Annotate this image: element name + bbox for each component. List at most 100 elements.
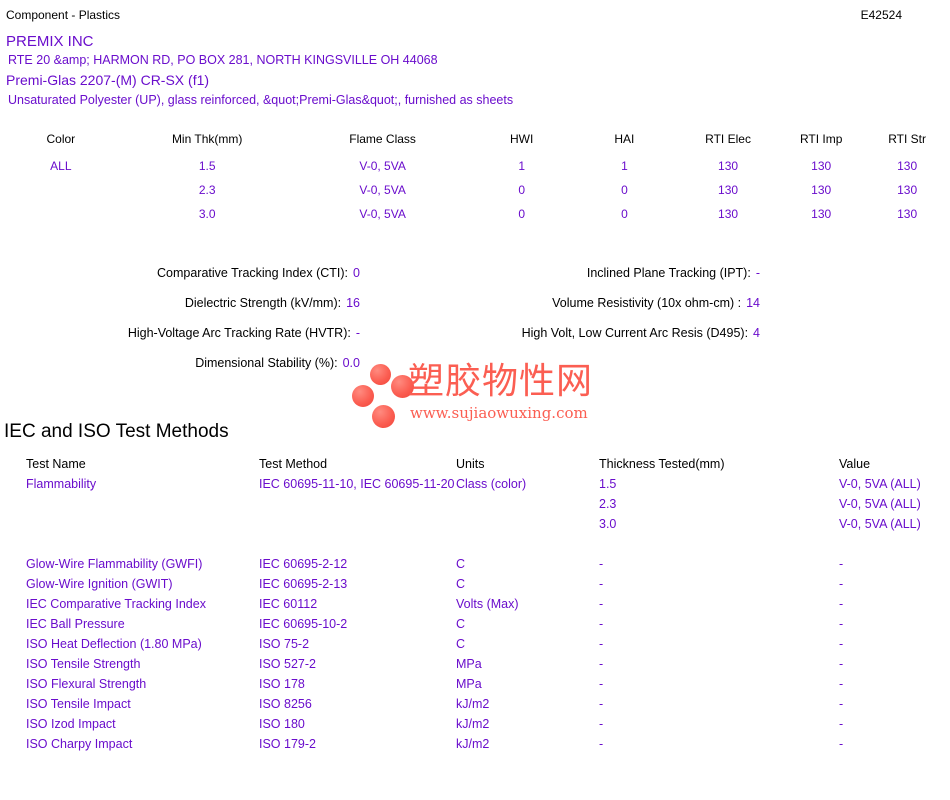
cell-units: Class (color)	[456, 477, 527, 491]
col-header-hwi: HWI	[510, 132, 534, 146]
cell-thk: 1.5	[198, 159, 216, 173]
col-header-flame: Flame Class	[349, 132, 416, 146]
cell-rti-str: 130	[897, 159, 918, 173]
table-row: IEC Ball Pressure IEC 60695-10-2 C - -	[0, 617, 950, 637]
cell-units: kJ/m2	[456, 697, 490, 711]
cell-rti-elec: 130	[718, 183, 739, 197]
cell-test-name[interactable]: ISO Izod Impact	[26, 717, 116, 731]
property-value: 0.0	[342, 356, 360, 370]
col-header-test-method: Test Method	[259, 457, 328, 471]
cell-test-method: ISO 179-2	[259, 737, 316, 751]
cell-value: V-0, 5VA (ALL)	[839, 517, 921, 531]
table-row: 2.3 V-0, 5VA (ALL)	[0, 497, 950, 517]
property-label: High Volt, Low Current Arc Resis (D495):	[521, 326, 749, 340]
cell-thickness: -	[599, 617, 604, 631]
section-title-iec-iso: IEC and ISO Test Methods	[4, 421, 229, 442]
col-header-min-thk: Min Thk(mm)	[171, 132, 243, 146]
cell-thickness: -	[599, 677, 604, 691]
property-dimensional-stability: Dimensional Stability (%): 0.0	[195, 356, 360, 370]
cell-test-method: ISO 8256	[259, 697, 312, 711]
cell-thickness: -	[599, 697, 604, 711]
cell-hai: 0	[621, 183, 628, 197]
table-row: ISO Tensile Impact ISO 8256 kJ/m2 - -	[0, 697, 950, 717]
cell-rti-imp: 130	[811, 159, 832, 173]
cell-test-method: IEC 60695-2-12	[259, 557, 348, 571]
company-name[interactable]: PREMIX INC	[6, 33, 94, 50]
col-header-units: Units	[456, 457, 485, 471]
cell-test-name[interactable]: ISO Heat Deflection (1.80 MPa)	[26, 637, 202, 651]
table-row: Glow-Wire Flammability (GWFI) IEC 60695-…	[0, 557, 950, 577]
cell-test-name[interactable]: ISO Tensile Impact	[26, 697, 131, 711]
property-label: Inclined Plane Tracking (IPT):	[586, 266, 751, 280]
watermark-dot-icon	[372, 405, 395, 428]
cell-test-method: IEC 60695-11-10, IEC 60695-11-20	[259, 477, 455, 491]
col-header-rti-imp: RTI Imp	[799, 132, 843, 146]
cell-units: kJ/m2	[456, 737, 490, 751]
col-header-hai: HAI	[614, 132, 635, 146]
cell-value: V-0, 5VA (ALL)	[839, 477, 921, 491]
property-value: -	[755, 266, 760, 280]
iec-iso-table: Test Name Test Method Units Thickness Te…	[0, 457, 950, 757]
table-row: ISO Heat Deflection (1.80 MPa) ISO 75-2 …	[0, 637, 950, 657]
cell-color	[0, 202, 122, 226]
ratings-table: Color Min Thk(mm) Flame Class HWI HAI RT…	[0, 132, 950, 226]
col-header-rti-elec: RTI Elec	[705, 132, 751, 146]
product-name[interactable]: Premi-Glas 2207-(M) CR-SX (f1)	[6, 72, 210, 88]
cell-test-name[interactable]: ISO Charpy Impact	[26, 737, 133, 751]
table-row: 3.0 V-0, 5VA 0 0 130 130 130	[0, 202, 950, 226]
property-value: -	[355, 326, 360, 340]
cell-test-method: IEC 60695-10-2	[259, 617, 348, 631]
cell-rti-elec: 130	[718, 159, 739, 173]
cell-test-method: ISO 75-2	[259, 637, 310, 651]
table-row: ALL 1.5 V-0, 5VA 1 1 130 130 130	[0, 154, 950, 178]
file-number: E42524	[860, 8, 902, 22]
col-header-thickness: Thickness Tested(mm)	[599, 457, 725, 471]
cell-flame: V-0, 5VA	[359, 207, 406, 221]
cell-value: -	[839, 557, 844, 571]
cell-test-name[interactable]: Glow-Wire Flammability (GWFI)	[26, 557, 203, 571]
cell-test-name[interactable]: ISO Tensile Strength	[26, 657, 141, 671]
table-row: 2.3 V-0, 5VA 0 0 130 130 130	[0, 178, 950, 202]
cell-test-name[interactable]: Flammability	[26, 477, 97, 491]
cell-thickness: -	[599, 597, 604, 611]
cell-value: -	[839, 737, 844, 751]
ratings-header-row: Color Min Thk(mm) Flame Class HWI HAI RT…	[0, 132, 950, 154]
cell-thickness: -	[599, 737, 604, 751]
cell-thk: 2.3	[198, 183, 216, 197]
col-header-test-name: Test Name	[26, 457, 86, 471]
cell-thickness: 1.5	[599, 477, 617, 491]
property-value: 16	[346, 296, 360, 310]
cell-color	[0, 178, 122, 202]
property-label: Volume Resistivity (10x ohm-cm) :	[552, 296, 742, 310]
property-row: Dimensional Stability (%): 0.0	[0, 356, 950, 386]
cell-value: -	[839, 577, 844, 591]
property-label: Dielectric Strength (kV/mm):	[184, 296, 342, 310]
cell-value: V-0, 5VA (ALL)	[839, 497, 921, 511]
cell-test-name[interactable]: Glow-Wire Ignition (GWIT)	[26, 577, 173, 591]
table-row: ISO Izod Impact ISO 180 kJ/m2 - -	[0, 717, 950, 737]
table-row-spacer	[0, 537, 950, 557]
cell-value: -	[839, 677, 844, 691]
property-value: 0	[353, 266, 360, 280]
cell-test-name[interactable]: IEC Comparative Tracking Index	[26, 597, 206, 611]
cell-thickness: -	[599, 657, 604, 671]
cell-test-name[interactable]: IEC Ball Pressure	[26, 617, 125, 631]
cell-color[interactable]: ALL	[50, 159, 72, 173]
cell-hai: 1	[621, 159, 628, 173]
property-value: 4	[753, 326, 760, 340]
cell-test-method: IEC 60695-2-13	[259, 577, 348, 591]
cell-units: MPa	[456, 657, 482, 671]
cell-flame: V-0, 5VA	[359, 183, 406, 197]
cell-flame: V-0, 5VA	[359, 159, 406, 173]
table-row: ISO Charpy Impact ISO 179-2 kJ/m2 - -	[0, 737, 950, 757]
cell-test-name[interactable]: ISO Flexural Strength	[26, 677, 147, 691]
table-row: IEC Comparative Tracking Index IEC 60112…	[0, 597, 950, 617]
cell-rti-imp: 130	[811, 183, 832, 197]
category-label: Component - Plastics	[6, 8, 121, 22]
cell-thickness: 3.0	[599, 517, 617, 531]
cell-test-method: ISO 180	[259, 717, 305, 731]
cell-value: -	[839, 617, 844, 631]
cell-test-method: ISO 527-2	[259, 657, 316, 671]
cell-units: kJ/m2	[456, 717, 490, 731]
